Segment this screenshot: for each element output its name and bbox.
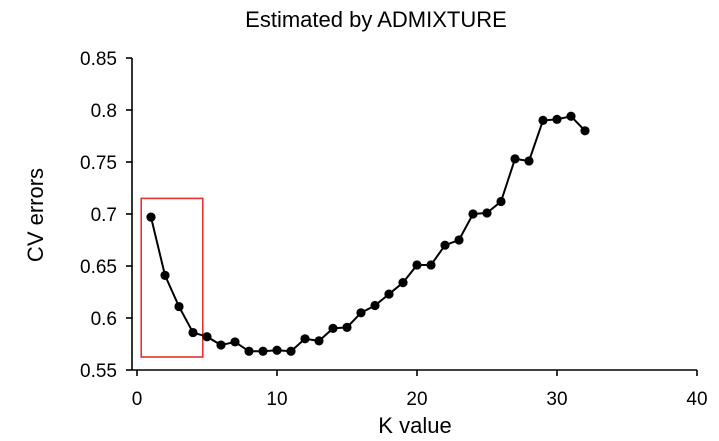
data-point <box>342 322 352 332</box>
y-tick-label: 0.6 <box>91 309 117 330</box>
x-tick-label: 10 <box>266 389 287 410</box>
data-point <box>356 308 366 318</box>
data-point <box>216 340 226 350</box>
data-point <box>538 115 548 125</box>
series-line <box>150 115 586 353</box>
x-tick-label: 0 <box>132 389 143 410</box>
data-point <box>580 126 590 136</box>
chart-title: Estimated by ADMIXTURE <box>245 7 507 32</box>
y-ticks: 0.55 0.6 0.65 0.7 0.75 0.8 0.85 <box>80 49 132 382</box>
x-axis-label: K value <box>378 413 451 438</box>
y-tick-label: 0.55 <box>80 361 117 382</box>
y-tick-label: 0.85 <box>80 49 117 70</box>
data-point <box>398 278 408 288</box>
data-point <box>160 270 170 280</box>
y-tick-label: 0.65 <box>80 257 117 278</box>
x-tick-label: 20 <box>406 389 427 410</box>
data-point <box>482 208 492 218</box>
data-point <box>258 346 268 356</box>
data-point <box>412 260 422 270</box>
data-point <box>426 260 436 270</box>
y-tick-label: 0.8 <box>91 101 117 122</box>
data-point <box>510 154 520 164</box>
data-point <box>496 196 506 207</box>
data-point <box>524 156 534 166</box>
y-axis-label: CV errors <box>23 168 48 262</box>
x-ticks: 0 10 20 30 40 <box>132 370 708 410</box>
data-point <box>244 346 254 356</box>
data-point <box>328 323 338 333</box>
highlight-box <box>140 197 204 358</box>
x-tick-label: 30 <box>546 389 567 410</box>
data-point <box>300 334 310 344</box>
data-point <box>566 111 576 121</box>
y-tick-label: 0.7 <box>91 205 117 226</box>
data-point <box>314 336 324 346</box>
data-point <box>384 289 394 299</box>
data-point <box>468 209 478 219</box>
data-point <box>188 327 198 338</box>
data-point <box>272 345 282 355</box>
data-point <box>286 346 296 356</box>
data-point <box>440 240 450 250</box>
data-points <box>146 111 590 356</box>
data-point <box>202 332 212 342</box>
y-tick-label: 0.75 <box>80 153 117 174</box>
data-point <box>370 300 380 311</box>
x-tick-label: 40 <box>686 389 707 410</box>
data-point <box>146 212 156 222</box>
data-point <box>552 114 562 124</box>
data-point <box>230 337 240 347</box>
data-point <box>454 235 464 245</box>
data-point <box>174 301 184 312</box>
